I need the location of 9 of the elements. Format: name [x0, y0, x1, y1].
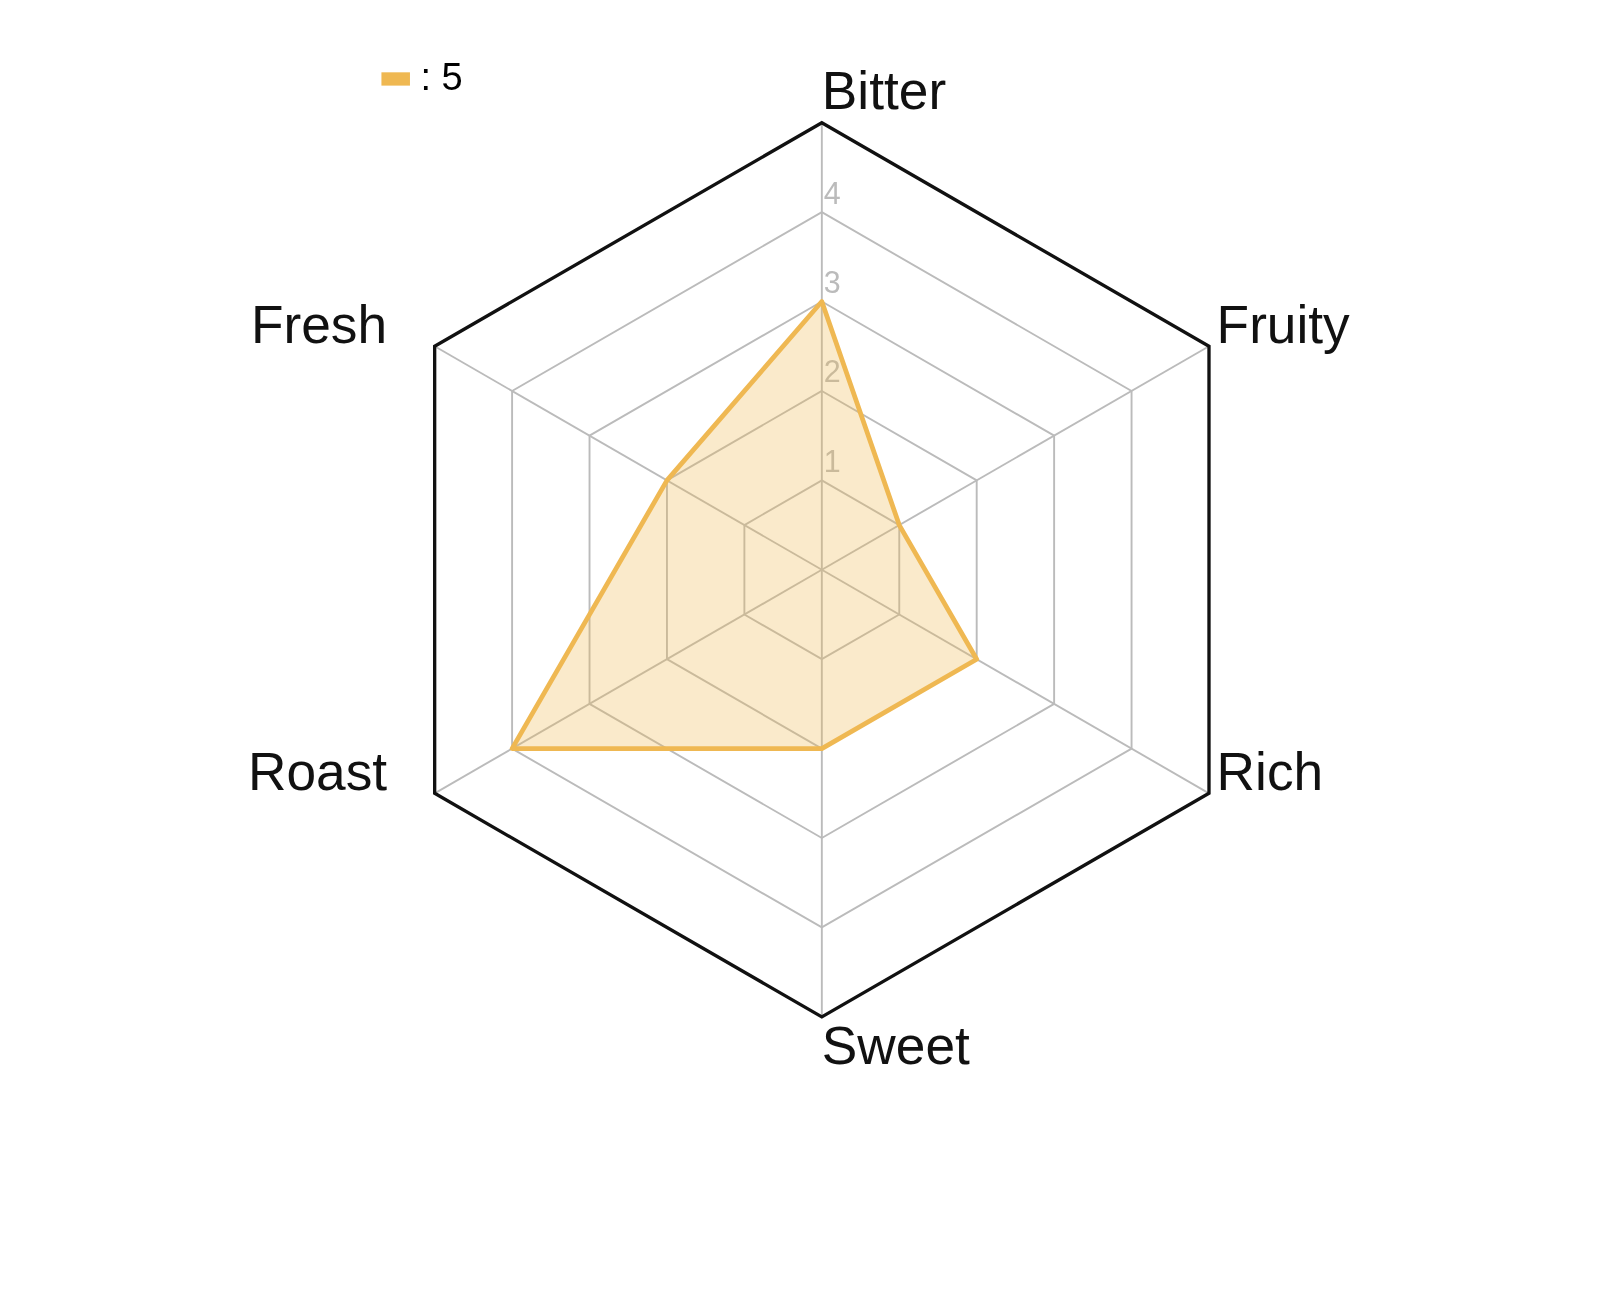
- spoke-label: Fruity: [1216, 295, 1351, 355]
- spoke-label: Sweet: [821, 1016, 971, 1076]
- spoke-label: Roast: [247, 742, 388, 802]
- spoke-label: Fresh: [250, 295, 388, 355]
- spoke-label: Rich: [1216, 742, 1324, 802]
- y-tick-label: 3: [823, 264, 841, 299]
- spoke-label: Bitter: [821, 61, 947, 121]
- legend-label: : 5: [420, 56, 463, 99]
- y-tick-label: 4: [823, 175, 841, 210]
